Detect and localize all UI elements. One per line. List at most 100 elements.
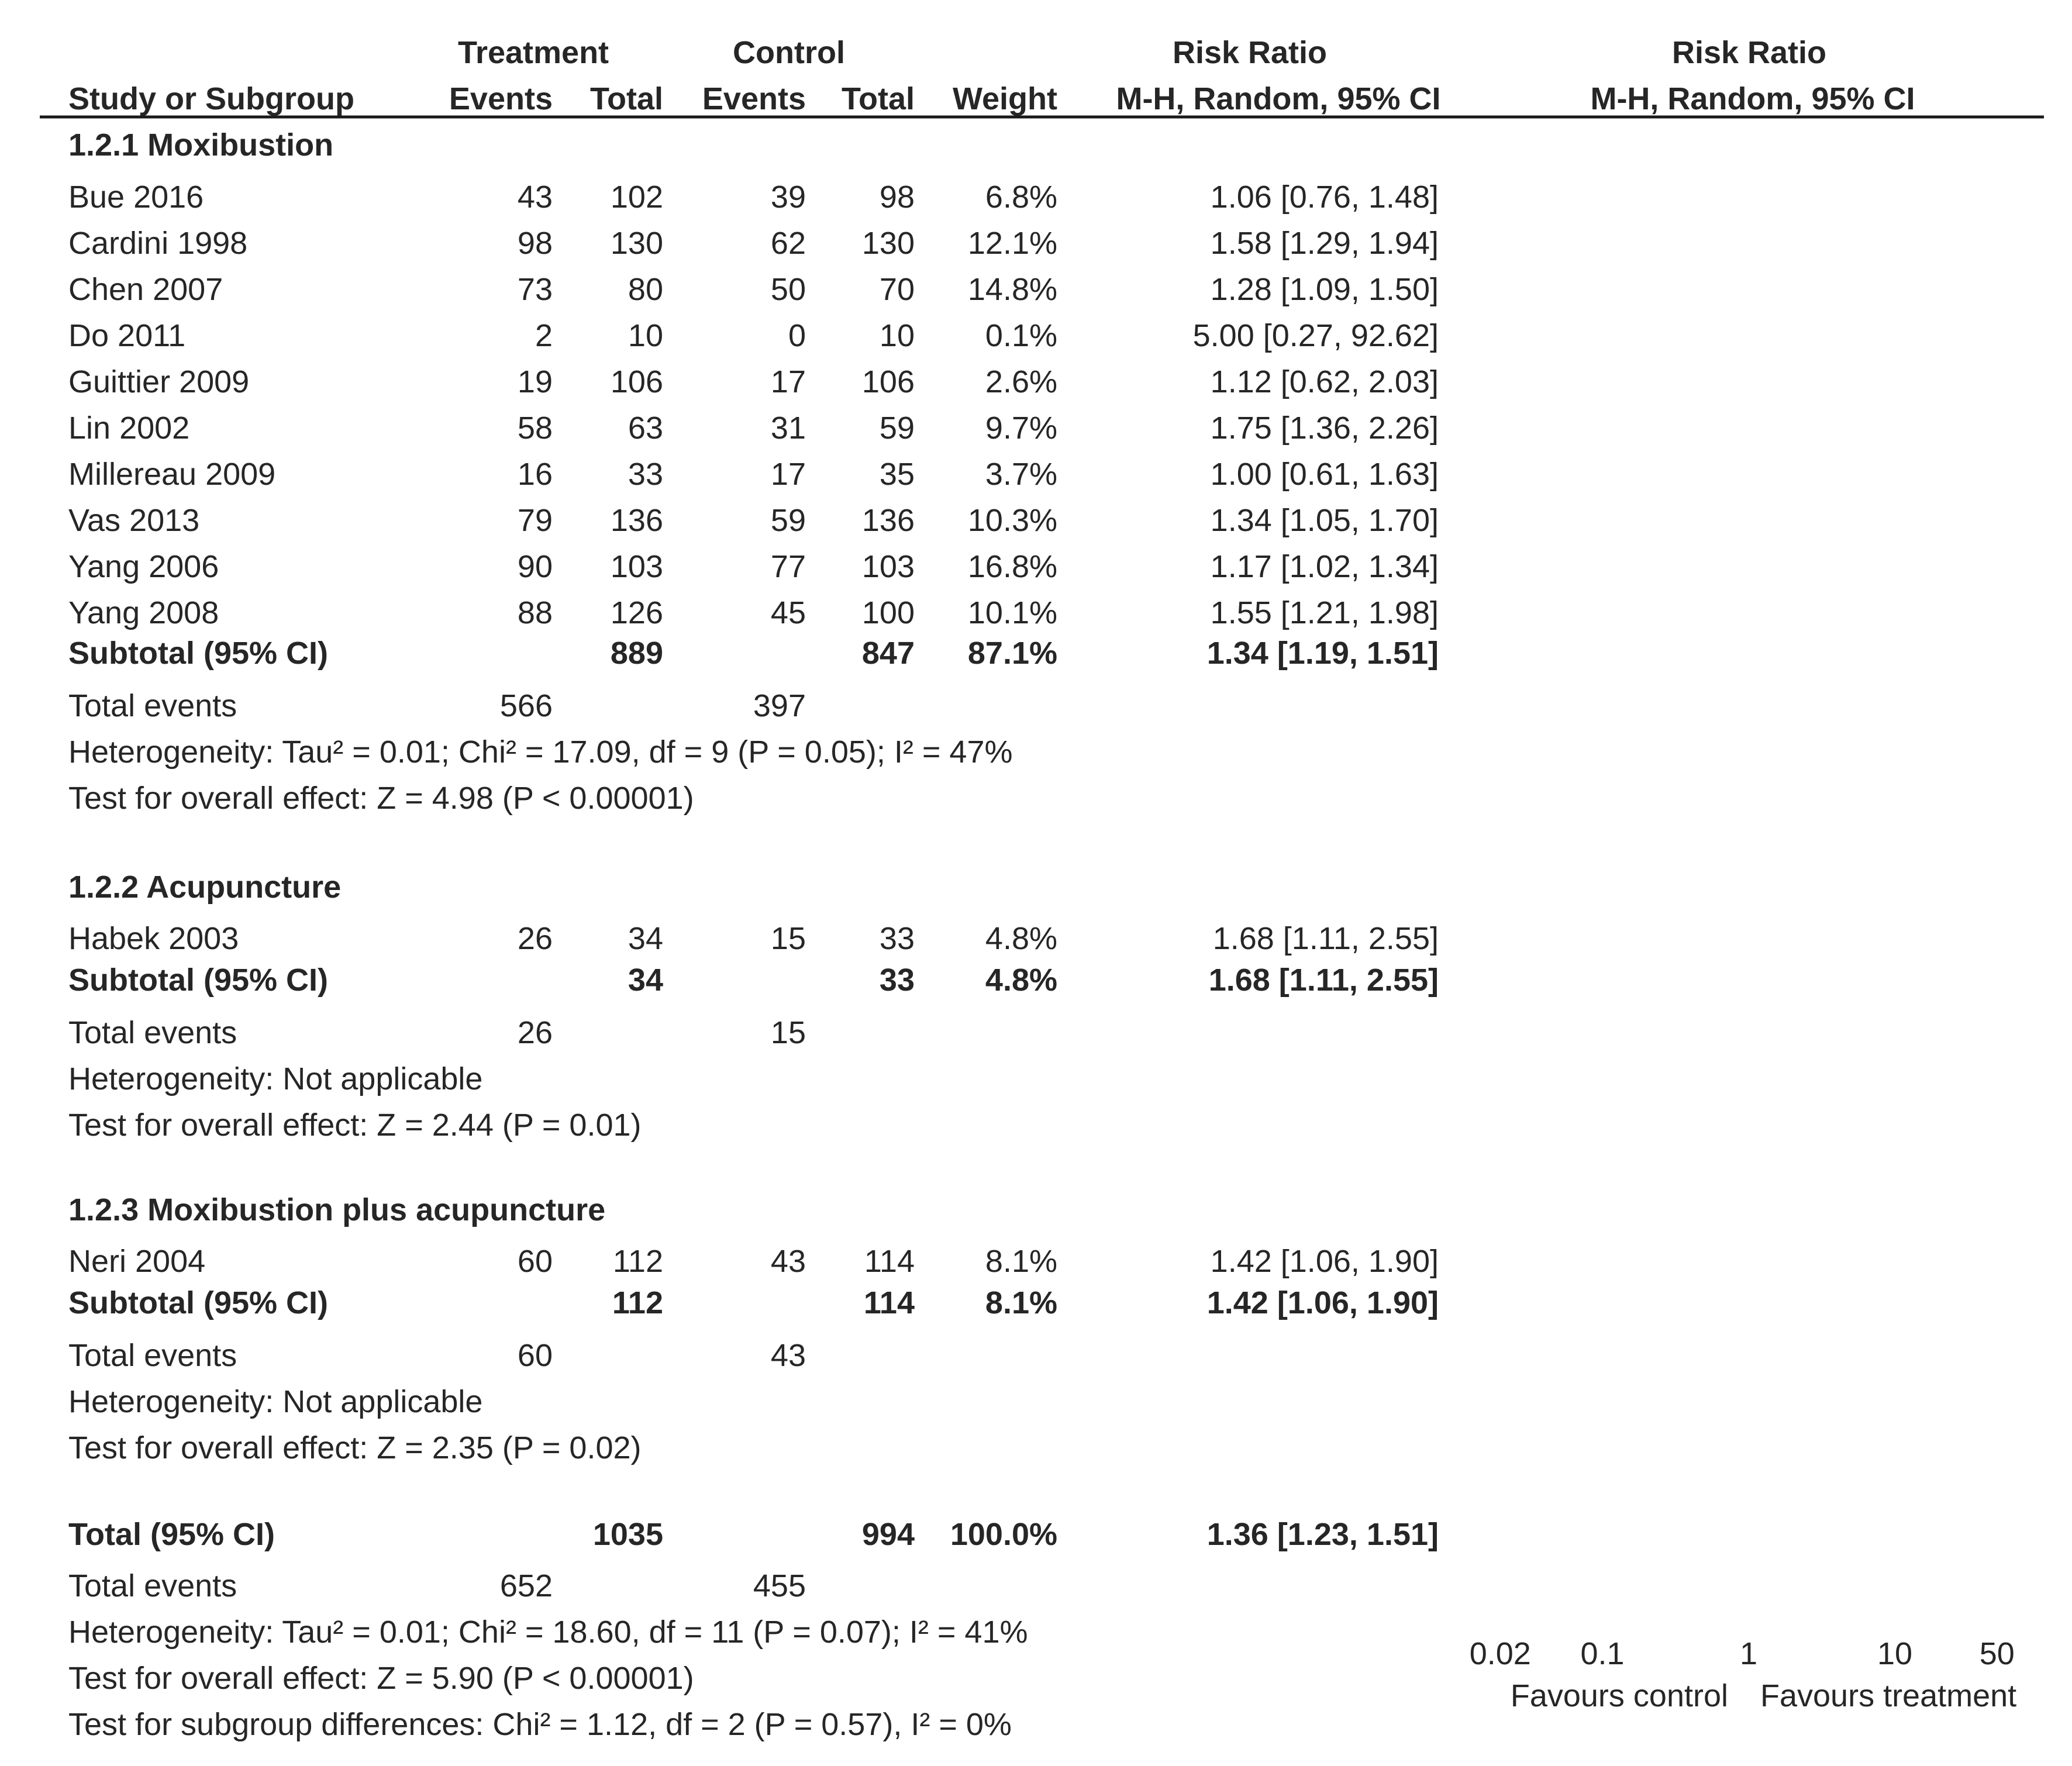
- control-total: 103: [862, 549, 915, 584]
- study-ci: 1.34 [1.05, 1.70]: [1211, 503, 1439, 538]
- study-ci: 1.00 [0.61, 1.63]: [1211, 457, 1439, 492]
- events1-header: Events: [449, 81, 553, 116]
- total-events-label: Total events: [68, 688, 237, 723]
- subgroup-differences-text: Test for subgroup differences: Chi² = 1.…: [68, 1707, 1012, 1742]
- study-name: Vas 2013: [68, 503, 199, 538]
- subtotal-weight: 87.1%: [968, 636, 1057, 671]
- overall-effect-text: Test for overall effect: Z = 2.44 (P = 0…: [68, 1108, 642, 1143]
- total-events-treatment: 26: [518, 1015, 553, 1050]
- subtotal-control-total: 847: [862, 636, 915, 671]
- control-events: 39: [771, 180, 806, 215]
- control-total: 10: [880, 318, 915, 353]
- treatment-total: 10: [628, 318, 663, 353]
- control-total: 98: [880, 180, 915, 215]
- study-weight: 3.7%: [985, 457, 1057, 492]
- study-name: Lin 2002: [68, 411, 189, 446]
- total-treatment-total: 1035: [593, 1517, 663, 1552]
- events2-header: Events: [702, 81, 806, 116]
- subtotal-weight: 8.1%: [985, 1285, 1057, 1320]
- treatment-events: 16: [518, 457, 553, 492]
- treatment-events: 88: [518, 595, 553, 630]
- heterogeneity-text: Heterogeneity: Tau² = 0.01; Chi² = 17.09…: [68, 734, 1013, 770]
- subtotal-weight: 4.8%: [985, 963, 1057, 998]
- study-ci: 1.75 [1.36, 2.26]: [1211, 411, 1439, 446]
- treatment-events: 58: [518, 411, 553, 446]
- study-weight: 10.1%: [968, 595, 1057, 630]
- control-events: 0: [788, 318, 806, 353]
- subgroup-title: 1.2.2 Acupuncture: [68, 870, 341, 905]
- total-events-treatment: 60: [518, 1338, 553, 1373]
- study-weight: 0.1%: [985, 318, 1057, 353]
- x-tick-label: 10: [1877, 1636, 1912, 1671]
- control-total: 130: [862, 226, 915, 261]
- control-total: 106: [862, 364, 915, 399]
- total-heterogeneity-text: Heterogeneity: Tau² = 0.01; Chi² = 18.60…: [68, 1615, 1028, 1650]
- control-total: 35: [880, 457, 915, 492]
- subgroup-title: 1.2.1 Moxibustion: [68, 127, 333, 163]
- plot-method-header: M-H, Random, 95% CI: [1590, 81, 1915, 116]
- study-name: Millereau 2009: [68, 457, 275, 492]
- group1-header: Treatment: [458, 35, 609, 70]
- study-name: Yang 2006: [68, 549, 219, 584]
- study-name: Do 2011: [68, 318, 185, 353]
- control-events: 17: [771, 457, 806, 492]
- subtotal-ci: 1.68 [1.11, 2.55]: [1209, 963, 1439, 998]
- study-name: Habek 2003: [68, 921, 239, 956]
- study-ci: 1.17 [1.02, 1.34]: [1211, 549, 1439, 584]
- study-ci: 1.55 [1.21, 1.98]: [1211, 595, 1439, 630]
- control-events: 17: [771, 364, 806, 399]
- treatment-total: 130: [611, 226, 663, 261]
- study-weight: 2.6%: [985, 364, 1057, 399]
- treatment-events: 2: [535, 318, 553, 353]
- study-ci: 1.28 [1.09, 1.50]: [1211, 272, 1439, 307]
- total-events-label: Total events: [68, 1338, 237, 1373]
- subtotal-treatment-total: 889: [611, 636, 663, 671]
- treatment-total: 33: [628, 457, 663, 492]
- plot-title-header: Risk Ratio: [1672, 35, 1826, 70]
- study-weight: 4.8%: [985, 921, 1057, 956]
- group2-header: Control: [733, 35, 845, 70]
- treatment-total: 34: [628, 921, 663, 956]
- subtotal-treatment-total: 112: [612, 1285, 663, 1320]
- favours-right-label: Favours treatment: [1760, 1678, 2016, 1713]
- control-total: 59: [880, 411, 915, 446]
- treatment-total: 103: [611, 549, 663, 584]
- control-events: 50: [771, 272, 806, 307]
- control-total: 100: [862, 595, 915, 630]
- study-column-header: Study or Subgroup: [68, 81, 354, 116]
- study-name: Yang 2008: [68, 595, 219, 630]
- control-total: 114: [864, 1244, 915, 1279]
- treatment-total: 102: [611, 180, 663, 215]
- control-total: 136: [862, 503, 915, 538]
- total-events-control: 397: [753, 688, 806, 723]
- weight-header: Weight: [953, 81, 1057, 116]
- subtotal-control-total: 114: [864, 1285, 915, 1320]
- control-events: 43: [771, 1244, 806, 1279]
- treatment-events: 60: [518, 1244, 553, 1279]
- overall-effect-text: Test for overall effect: Z = 2.35 (P = 0…: [68, 1430, 642, 1465]
- study-ci: 5.00 [0.27, 92.62]: [1193, 318, 1439, 353]
- treatment-events: 79: [518, 503, 553, 538]
- control-events: 62: [771, 226, 806, 261]
- study-name: Bue 2016: [68, 180, 204, 215]
- study-weight: 12.1%: [968, 226, 1057, 261]
- study-weight: 8.1%: [985, 1244, 1057, 1279]
- treatment-total: 136: [611, 503, 663, 538]
- control-events: 15: [771, 921, 806, 956]
- treatment-total: 126: [611, 595, 663, 630]
- subtotal-label: Subtotal (95% CI): [68, 636, 328, 671]
- treatment-total: 106: [611, 364, 663, 399]
- treatment-events: 90: [518, 549, 553, 584]
- study-ci: 1.06 [0.76, 1.48]: [1211, 180, 1439, 215]
- x-tick-label: 1: [1740, 1636, 1757, 1671]
- treatment-events: 43: [518, 180, 553, 215]
- study-weight: 16.8%: [968, 549, 1057, 584]
- total-events-treatment: 566: [500, 688, 553, 723]
- study-name: Cardini 1998: [68, 226, 247, 261]
- study-name: Neri 2004: [68, 1244, 205, 1279]
- control-total: 33: [880, 921, 915, 956]
- effect-method-header: M-H, Random, 95% CI: [1116, 81, 1440, 116]
- study-ci: 1.58 [1.29, 1.94]: [1211, 226, 1439, 261]
